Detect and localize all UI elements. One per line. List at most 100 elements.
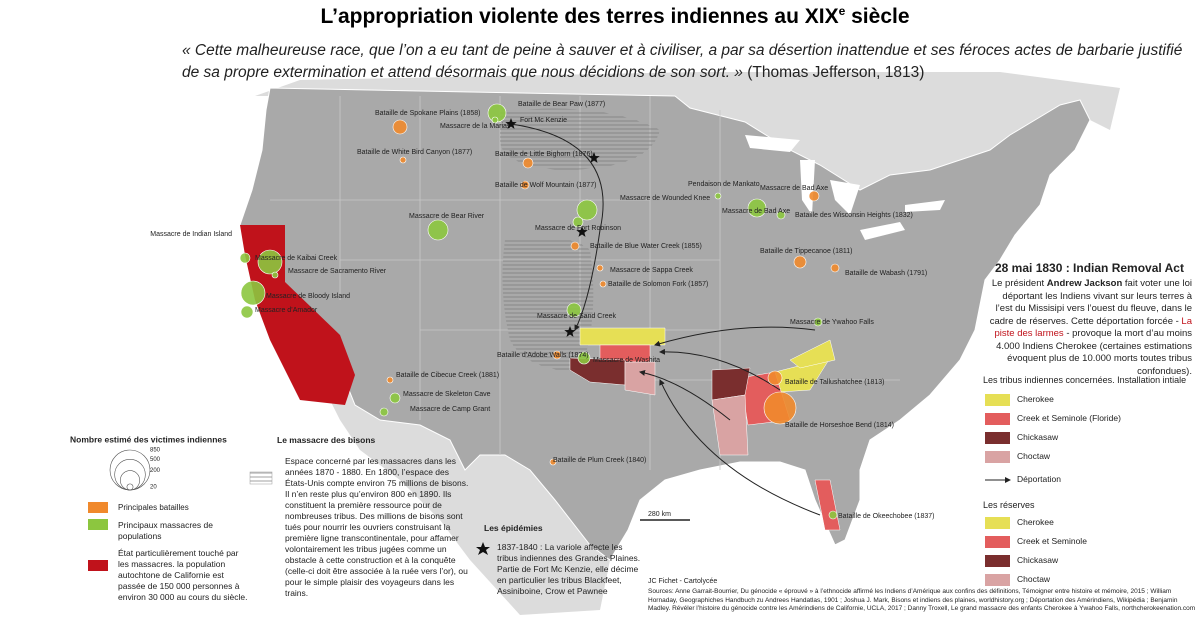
battle-label: Massacre de Bad Axe <box>760 185 828 192</box>
battle-marker <box>714 192 722 200</box>
battle-marker <box>767 370 783 386</box>
canada <box>255 72 1120 190</box>
battle-marker <box>239 252 251 264</box>
legend-label: Cherokee <box>1017 394 1054 404</box>
legend-swatch <box>88 519 108 530</box>
legend-label: Creek et Seminole (Floride) <box>1017 413 1121 423</box>
scale-label: 280 km <box>648 511 671 518</box>
battle-label: Bataille de Solomon Fork (1857) <box>608 281 708 288</box>
scale-label: 200 <box>150 468 161 474</box>
battle-marker <box>566 302 582 318</box>
scale-circle <box>119 470 141 491</box>
battle-label: Massacre de Skeleton Cave <box>403 391 491 398</box>
legend-swatch <box>985 517 1010 529</box>
legend-swatch <box>985 432 1010 444</box>
epidemic-star <box>476 542 490 555</box>
tribes-title: Les tribus indiennes concernées. Install… <box>983 375 1187 385</box>
battle-marker <box>570 241 580 251</box>
battle-label: Massacre de Sand Creek <box>537 313 616 320</box>
bisons-text: Espace concerné par les massacres dans l… <box>285 456 469 598</box>
battle-marker <box>392 119 408 135</box>
scale-label: 20 <box>150 484 157 490</box>
title: L’appropriation violente des terres indi… <box>0 4 1200 29</box>
battle-label: Bataille de Cibecue Creek (1881) <box>396 372 499 379</box>
epidemic-star <box>564 326 576 337</box>
epidemic-star <box>588 152 600 163</box>
battle-marker <box>240 305 254 319</box>
legend-title: Nombre estimé des victimes indiennes <box>70 434 227 444</box>
bisons-title: Le massacre des bisons <box>277 435 376 445</box>
battle-label: Massacre de Fort Robinson <box>535 225 621 232</box>
battle-marker <box>386 376 394 384</box>
scale-circle <box>114 459 146 491</box>
battle-label: Bataille de Wabash (1791) <box>845 270 927 277</box>
battle-label: Bataille d’Adobe Walls (1874) <box>497 352 589 359</box>
legend-swatch <box>985 574 1010 586</box>
battle-marker <box>763 391 797 425</box>
legend-label: Principaux massacres de populations <box>118 520 213 541</box>
battle-marker <box>599 280 607 288</box>
battle-marker <box>828 510 838 520</box>
legend-label: Chickasaw <box>1017 432 1059 442</box>
title-sup: e <box>838 4 846 18</box>
tribe-territory <box>579 327 666 346</box>
battle-label: Bataille des Wisconsin Heights (1832) <box>795 212 913 219</box>
title-text: L’appropriation violente des terres indi… <box>320 5 839 28</box>
tribe-territory <box>624 361 656 396</box>
battle-marker <box>813 317 823 327</box>
epidemics-text: 1837-1840 : La variole affecte les tribu… <box>497 542 641 596</box>
battle-label: Bataille de Plum Creek (1840) <box>553 457 646 464</box>
battle-marker <box>271 271 279 279</box>
battle-label: Massacre de Indian Island <box>150 231 232 238</box>
battle-marker <box>399 156 407 164</box>
battle-label: Massacre de Ywahoo Falls <box>790 319 874 326</box>
battle-marker <box>427 219 449 241</box>
text: fait voter une loi déportant les Indiens… <box>989 278 1192 327</box>
battle-marker <box>793 255 807 269</box>
battle-marker <box>389 392 401 404</box>
battle-label: Bataille de Wolf Mountain (1877) <box>495 182 596 189</box>
text-red: La piste des larmes <box>994 315 1192 340</box>
quote: « Cette malheureuse race, que l’on a eu … <box>182 40 1192 84</box>
battle-marker <box>830 263 840 273</box>
reserves-title: Les réserves <box>983 500 1035 510</box>
battle-marker <box>240 280 266 306</box>
battle-marker <box>776 210 786 220</box>
text: Le président <box>991 278 1047 289</box>
legend-swatch <box>249 471 273 485</box>
tribe-territory <box>711 394 749 456</box>
battle-label: Bataille de Okeechobee (1837) <box>838 513 935 520</box>
battle-marker <box>808 190 820 202</box>
battle-label: Bataille de Blue Water Creek (1855) <box>590 243 702 250</box>
battle-label: Massacre de Bear River <box>409 213 485 220</box>
deportation-path <box>659 348 781 391</box>
legend-swatch <box>985 536 1010 548</box>
quote-text: « Cette malheureuse race, que l’on a eu … <box>182 42 1183 81</box>
deportation-path <box>659 379 821 516</box>
battle-label: Bataille de White Bird Canyon (1877) <box>357 149 472 156</box>
quote-source: (Thomas Jefferson, 1813) <box>742 64 925 81</box>
battle-label: Massacre de Bad Axe <box>722 208 790 215</box>
legend-swatch <box>88 560 108 571</box>
legend-label: Choctaw <box>1017 574 1051 584</box>
battle-label: Bataille de Bear Paw (1877) <box>518 101 605 108</box>
legend-label: Choctaw <box>1017 451 1051 461</box>
deportation-path <box>654 326 816 347</box>
great-lakes <box>745 135 945 240</box>
deportation-label: Déportation <box>1017 474 1061 484</box>
battle-marker <box>522 157 534 169</box>
battle-marker <box>257 249 283 275</box>
battle-marker <box>577 351 591 365</box>
battle-label: Massacre de Sappa Creek <box>610 267 693 274</box>
legend-label: Creek et Seminole <box>1017 536 1087 546</box>
legend-label: Chickasaw <box>1017 555 1059 565</box>
battle-marker <box>552 350 562 360</box>
tribe-territory <box>569 357 626 386</box>
epidemic-path <box>510 123 604 331</box>
battle-marker <box>747 198 767 218</box>
battle-label: Massacre de Camp Grant <box>410 406 490 413</box>
battle-label: Massacre de Washita <box>593 357 660 364</box>
bison-range <box>500 108 660 373</box>
